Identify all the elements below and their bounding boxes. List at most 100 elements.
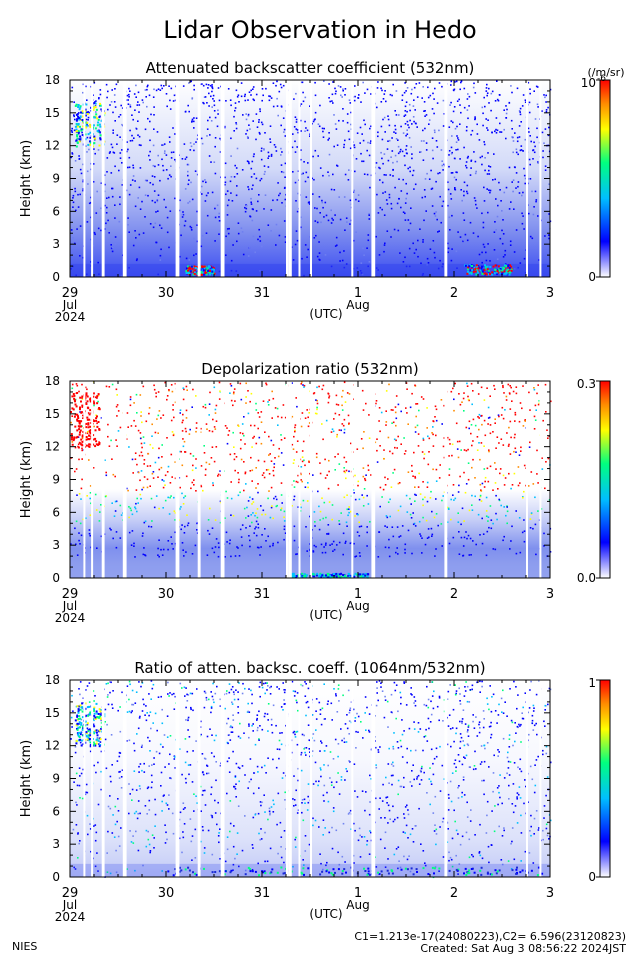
y-tick-label: 12 [45, 739, 60, 753]
x-tick-month: Aug [346, 898, 369, 912]
data-gap [526, 80, 528, 277]
low-cloud-pixel [364, 870, 366, 872]
low-cloud-pixel [336, 576, 338, 578]
low-cloud-pixel [296, 575, 298, 577]
low-cloud-pixel [537, 874, 539, 876]
data-gap [299, 80, 301, 277]
data-gap [286, 680, 289, 877]
low-cloud-pixel [465, 868, 467, 870]
y-tick-label: 0 [52, 571, 60, 585]
low-cloud-pixel [466, 273, 468, 275]
x-tick-year: 2024 [55, 310, 86, 324]
x-tick-label: 2 [450, 286, 458, 301]
low-cloud-pixel [494, 269, 496, 271]
low-cloud-pixel [468, 265, 470, 267]
low-cloud-pixel [333, 868, 335, 870]
low-cloud-pixel [477, 272, 479, 274]
low-cloud-pixel [302, 867, 304, 869]
low-cloud-pixel [189, 870, 191, 872]
low-cloud-pixel [495, 869, 497, 871]
data-gap [198, 381, 201, 578]
low-cloud-pixel [201, 265, 203, 267]
data-gap [371, 80, 375, 277]
low-cloud-pixel [516, 867, 518, 869]
low-cloud-pixel [477, 267, 479, 269]
low-cloud-pixel [187, 270, 189, 272]
low-cloud-pixel [487, 872, 489, 874]
low-cloud-pixel [387, 870, 389, 872]
low-cloud-pixel [340, 573, 342, 575]
low-cloud-pixel [211, 269, 213, 271]
low-cloud-pixel [209, 274, 211, 276]
low-cloud-pixel [203, 868, 205, 870]
data-gap [289, 680, 292, 877]
low-cloud-pixel [411, 867, 413, 869]
y-tick-label: 18 [45, 673, 60, 687]
low-cloud-pixel [271, 868, 273, 870]
low-cloud-pixel [201, 271, 203, 273]
low-cloud-pixel [506, 269, 508, 271]
low-cloud-pixel [480, 874, 482, 876]
low-cloud-pixel [482, 273, 484, 275]
low-cloud-pixel [432, 867, 434, 869]
low-cloud-pixel [213, 269, 215, 271]
x-axis-label: (UTC) [309, 907, 342, 921]
x-tick-label: 31 [254, 286, 271, 301]
low-cloud-pixel [485, 272, 487, 274]
x-axis-label: (UTC) [309, 608, 342, 622]
low-cloud-pixel [321, 574, 323, 576]
data-gap [102, 381, 105, 578]
low-cloud-pixel [359, 573, 361, 575]
low-cloud-pixel [343, 868, 345, 870]
low-cloud-pixel [482, 271, 484, 273]
y-tick-label: 15 [45, 106, 60, 120]
x-tick-month: Aug [346, 599, 369, 613]
low-cloud-pixel [515, 869, 517, 871]
x-tick-label: 31 [254, 886, 271, 901]
x-tick-year: 2024 [55, 611, 86, 625]
low-cloud-pixel [407, 868, 409, 870]
low-cloud-pixel [284, 872, 286, 874]
low-cloud-pixel [277, 872, 279, 874]
low-cloud-pixel [515, 873, 517, 875]
low-cloud-pixel [471, 273, 473, 275]
low-cloud-pixel [333, 573, 335, 575]
low-cloud-pixel [438, 868, 440, 870]
data-gap [286, 381, 289, 578]
low-cloud-pixel [316, 573, 318, 575]
x-tick-label: 30 [158, 286, 175, 301]
low-cloud-pixel [225, 870, 227, 872]
data-gap [198, 80, 201, 277]
low-cloud-pixel [187, 867, 189, 869]
low-cloud-pixel [471, 868, 473, 870]
low-cloud-pixel [335, 573, 337, 575]
low-cloud-pixel [214, 871, 216, 873]
panels-group: Attenuated backscatter coefficient (532n… [19, 59, 624, 924]
data-gap [539, 381, 541, 578]
data-gap [176, 381, 180, 578]
y-tick-label: 3 [52, 837, 60, 851]
low-cloud-pixel [319, 873, 321, 875]
low-cloud-pixel [203, 274, 205, 276]
data-gap [539, 680, 541, 877]
low-cloud-pixel [388, 873, 390, 875]
low-cloud-pixel [467, 271, 469, 273]
panel-2: Depolarization ratio (532nm)0369121518He… [19, 360, 610, 625]
y-tick-label: 9 [52, 772, 60, 786]
colorbar-units: (/m/sr) [588, 66, 625, 79]
low-cloud-pixel [509, 267, 511, 269]
data-gap [198, 680, 201, 877]
low-cloud-pixel [328, 872, 330, 874]
data-gap [539, 80, 541, 277]
low-cloud-pixel [185, 868, 187, 870]
data-gap [351, 381, 353, 578]
low-cloud-pixel [173, 874, 175, 876]
low-cloud-pixel [206, 268, 208, 270]
figure-title: Lidar Observation in Hedo [163, 16, 477, 44]
low-cloud-pixel [476, 264, 478, 266]
low-cloud-pixel [341, 873, 343, 875]
data-gap [371, 680, 375, 877]
data-gap [371, 381, 375, 578]
low-cloud-pixel [487, 266, 489, 268]
